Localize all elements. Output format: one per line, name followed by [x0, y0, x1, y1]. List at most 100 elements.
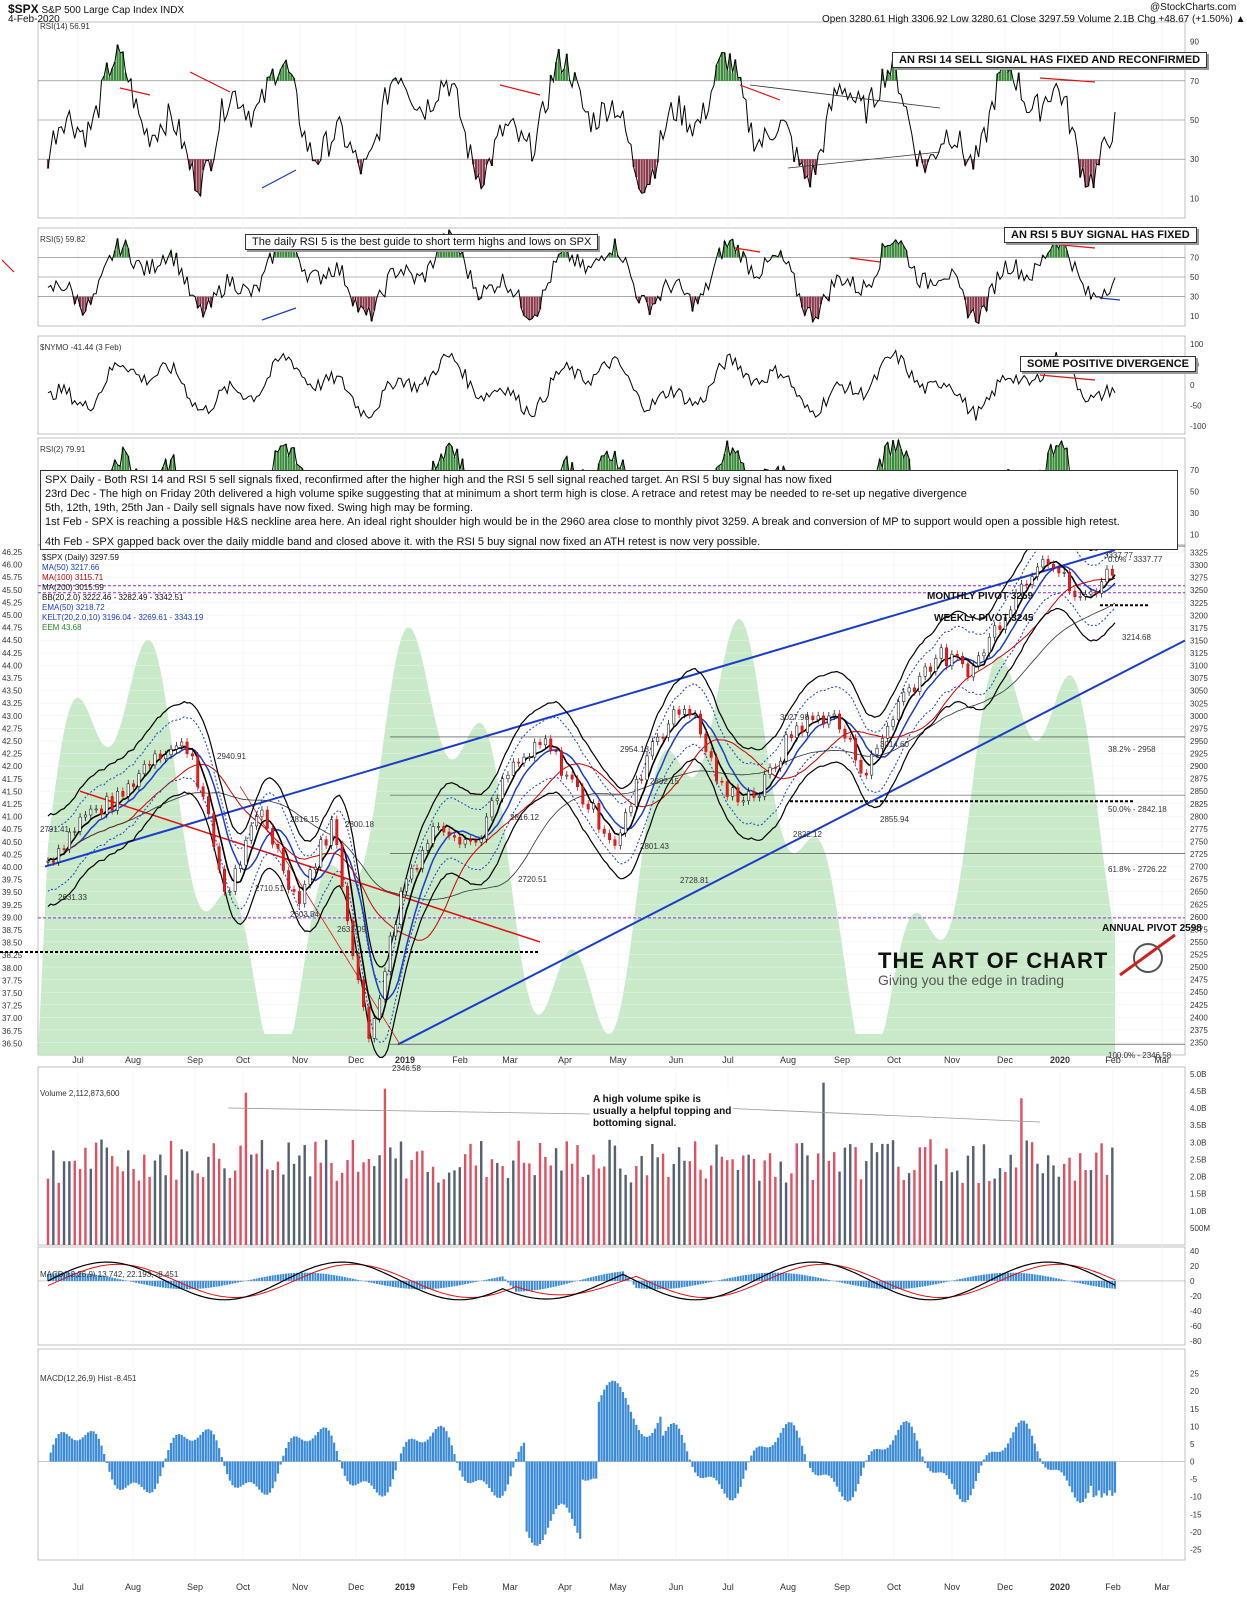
volume-bar: [747, 1154, 750, 1245]
panel-frame-volume: [37, 1066, 1186, 1246]
candle-body: [763, 774, 767, 797]
candle-body: [592, 803, 595, 810]
candle-body: [228, 890, 232, 893]
chart-title: $SPX S&P 500 Large Cap Index INDX: [8, 2, 184, 16]
volume-bar: [592, 1154, 595, 1245]
candle-body: [132, 783, 136, 787]
volume-bar: [308, 1176, 312, 1245]
volume-bar: [977, 1182, 980, 1245]
candle-body: [731, 787, 735, 797]
volume-bar: [383, 1088, 387, 1245]
left-tick-label: 37.25: [2, 1002, 23, 1011]
candle-body: [880, 738, 884, 749]
volume-bar: [276, 1161, 280, 1245]
right-tick-label: 3300: [1190, 561, 1208, 570]
hist-tick-label: 5: [1190, 1440, 1195, 1449]
candle-body: [1057, 567, 1061, 574]
right-tick-label: 2550: [1190, 938, 1208, 947]
volume-bar: [292, 1163, 296, 1245]
candle-body: [313, 866, 317, 870]
candle-body: [94, 808, 98, 811]
volume-bar: [1020, 1098, 1023, 1245]
volume-bar: [667, 1176, 670, 1245]
left-tick-label: 39.75: [2, 876, 23, 885]
right-tick-label: 2600: [1190, 913, 1208, 922]
candle-body: [1100, 581, 1104, 594]
rsi14-sell-arrow: [739, 84, 781, 101]
candle-body: [233, 868, 237, 892]
trendline-upper: [44, 549, 1116, 868]
left-tick-label: 37.50: [2, 989, 23, 998]
candle-body: [816, 715, 820, 721]
candle-body: [89, 808, 93, 816]
month-tick-label: Jul: [72, 1055, 84, 1065]
trendline-lower: [397, 639, 1186, 1046]
candle-body: [239, 864, 242, 869]
candle-body: [998, 625, 1002, 630]
right-tick-label: 3200: [1190, 611, 1208, 620]
month-tick-label: Aug: [125, 1582, 141, 1592]
macd-hist-label: MACD(12,26,9) Hist -8.451: [40, 1374, 137, 1383]
volume-bar: [228, 1177, 232, 1245]
left-tick-label: 41.25: [2, 800, 23, 809]
volume-bar: [961, 1182, 964, 1245]
candle-body: [217, 846, 221, 870]
volume-bar: [287, 1142, 290, 1245]
volume-bar: [560, 1170, 563, 1245]
volume-bar: [357, 1171, 360, 1245]
band-line: [47, 532, 1116, 983]
candle-body: [83, 814, 87, 818]
legend-ma200: MA(200) 3015.59: [42, 583, 104, 592]
rsi14-sell-arrow: [1039, 77, 1096, 83]
right-tick-label: 2725: [1190, 850, 1208, 859]
ma100-line: [47, 577, 1116, 941]
volume-bar: [784, 1182, 788, 1245]
candle-body: [715, 757, 718, 782]
month-tick-label: 2020: [1050, 1582, 1070, 1592]
candle-body: [923, 666, 927, 677]
candle-body: [929, 666, 932, 672]
candle-body: [469, 839, 472, 842]
volume-bar: [554, 1148, 558, 1245]
volume-bar: [1084, 1170, 1087, 1245]
volume-bar: [143, 1154, 146, 1245]
rsi14-line: [47, 44, 1116, 198]
candle-body: [709, 751, 713, 758]
volume-bar: [651, 1144, 654, 1245]
volume-bar: [902, 1180, 905, 1245]
commentary-line: 4th Feb - SPX gapped back over the daily…: [45, 536, 761, 548]
volume-bar: [934, 1164, 938, 1245]
volume-bar: [683, 1160, 686, 1245]
volume-bar: [833, 1152, 836, 1245]
month-tick-label: Apr: [558, 1055, 572, 1065]
left-tick-label: 37.00: [2, 1014, 23, 1023]
volume-bar: [1046, 1155, 1050, 1245]
price-label: 2346.58: [392, 1064, 421, 1073]
volume-bar: [779, 1161, 782, 1245]
volume-bar: [619, 1168, 622, 1245]
volume-tick-label: 3.0B: [1190, 1138, 1206, 1147]
candle-body: [1046, 559, 1050, 565]
candle-body: [1062, 572, 1066, 574]
volume-bar: [244, 1092, 248, 1245]
volume-bar: [405, 1178, 408, 1245]
right-tick-label: 2350: [1190, 1038, 1208, 1047]
candle-body: [420, 850, 424, 869]
rsi5-tick-label: 30: [1190, 293, 1199, 302]
rsi5-sell-arrow: [734, 247, 761, 253]
candle-body: [67, 831, 71, 850]
commentary-box: SPX Daily - Both RSI 14 and RSI 5 sell s…: [40, 470, 1178, 550]
right-tick-label: 2650: [1190, 888, 1208, 897]
left-tick-label: 44.25: [2, 649, 23, 658]
candle-body: [436, 826, 440, 828]
volume-bar: [196, 1173, 199, 1245]
left-tick-label: 38.75: [2, 926, 23, 935]
candle-body: [586, 803, 590, 810]
volume-bar: [378, 1155, 381, 1245]
candle-body: [634, 779, 638, 807]
volume-note: A high volume spike is usually a helpful…: [593, 1094, 733, 1130]
candle-body: [896, 701, 900, 721]
left-tick-label: 37.75: [2, 976, 23, 985]
volume-bar: [298, 1155, 301, 1245]
volume-bar: [52, 1150, 55, 1245]
